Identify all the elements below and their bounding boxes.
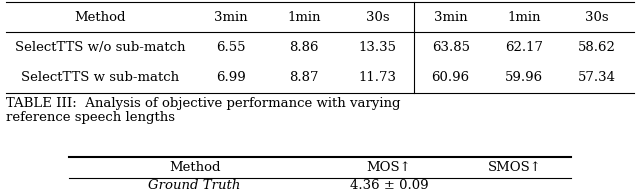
Text: 3min: 3min [434,11,467,24]
Text: Method: Method [169,161,220,174]
Text: SelectTTS w sub-match: SelectTTS w sub-match [21,71,180,84]
Text: 60.96: 60.96 [431,71,470,84]
Text: Method: Method [75,11,126,24]
Text: 30s: 30s [585,11,609,24]
Text: 1min: 1min [287,11,321,24]
Text: 62.17: 62.17 [505,41,543,54]
Text: 1min: 1min [507,11,541,24]
Text: 30s: 30s [365,11,389,24]
Text: 13.35: 13.35 [358,41,397,54]
Text: Ground Truth: Ground Truth [148,179,241,192]
Text: 4.36 ± 0.09: 4.36 ± 0.09 [349,179,428,192]
Text: 57.34: 57.34 [578,71,616,84]
Text: 59.96: 59.96 [505,71,543,84]
Text: SelectTTS w/o sub-match: SelectTTS w/o sub-match [15,41,186,54]
Text: 8.87: 8.87 [289,71,319,84]
Text: 8.86: 8.86 [289,41,319,54]
Text: 11.73: 11.73 [358,71,397,84]
Text: TABLE III:  Analysis of objective performance with varying
reference speech leng: TABLE III: Analysis of objective perform… [6,96,401,124]
Text: 58.62: 58.62 [578,41,616,54]
Text: 3min: 3min [214,11,248,24]
Text: 6.99: 6.99 [216,71,246,84]
Text: MOS↑: MOS↑ [367,161,412,174]
Text: 63.85: 63.85 [431,41,470,54]
Text: 6.55: 6.55 [216,41,246,54]
Text: SMOS↑: SMOS↑ [488,161,541,174]
